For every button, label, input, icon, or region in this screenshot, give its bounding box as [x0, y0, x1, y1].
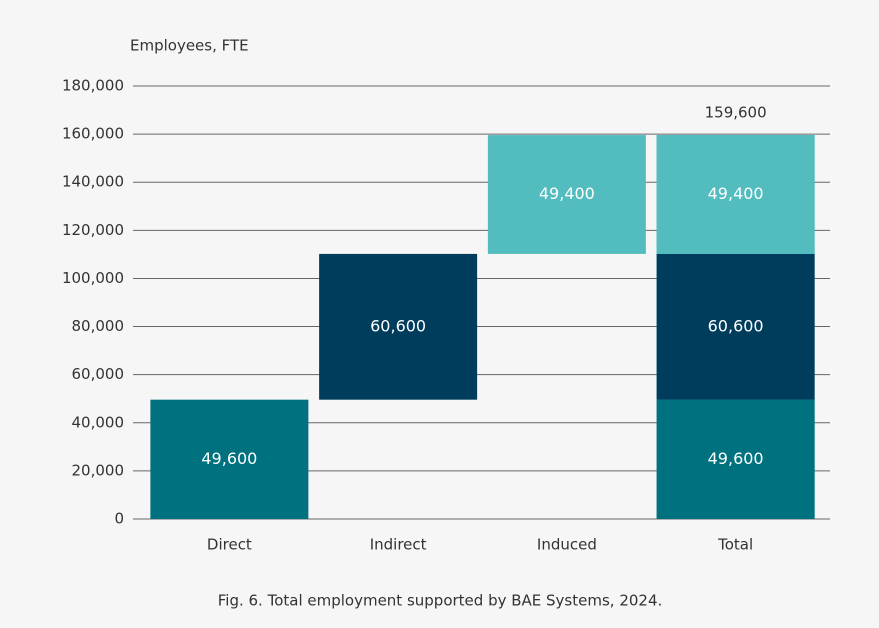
total-segment [656, 135, 815, 254]
value-label: 49,400 [539, 184, 595, 203]
x-tick-label: Induced [537, 536, 597, 554]
y-tick-label: 20,000 [72, 461, 125, 479]
segment-label: 49,400 [708, 184, 764, 203]
total-label: 159,600 [705, 104, 767, 122]
bar [487, 135, 646, 254]
y-tick-label: 40,000 [72, 413, 125, 431]
value-label: 49,600 [201, 449, 257, 468]
total-segment [656, 253, 815, 400]
y-tick-label: 60,000 [72, 365, 125, 383]
y-axis-label: Employees, FTE [130, 37, 249, 55]
y-tick-label: 0 [114, 510, 124, 528]
x-tick-label: Total [717, 536, 753, 554]
y-tick-label: 100,000 [62, 269, 124, 287]
segment-label: 60,600 [708, 316, 764, 335]
y-tick-label: 160,000 [62, 125, 124, 143]
y-tick-label: 180,000 [62, 77, 124, 95]
y-tick-label: 80,000 [72, 317, 125, 335]
bar [319, 253, 478, 400]
total-segment [656, 399, 815, 519]
bar [150, 399, 309, 519]
x-tick-label: Direct [207, 536, 252, 554]
value-label: 60,600 [370, 316, 426, 335]
caption: Fig. 6. Total employment supported by BA… [218, 592, 663, 610]
y-tick-label: 120,000 [62, 221, 124, 239]
segment-label: 49,600 [708, 449, 764, 468]
y-tick-label: 140,000 [62, 173, 124, 191]
x-tick-label: Indirect [370, 536, 427, 554]
